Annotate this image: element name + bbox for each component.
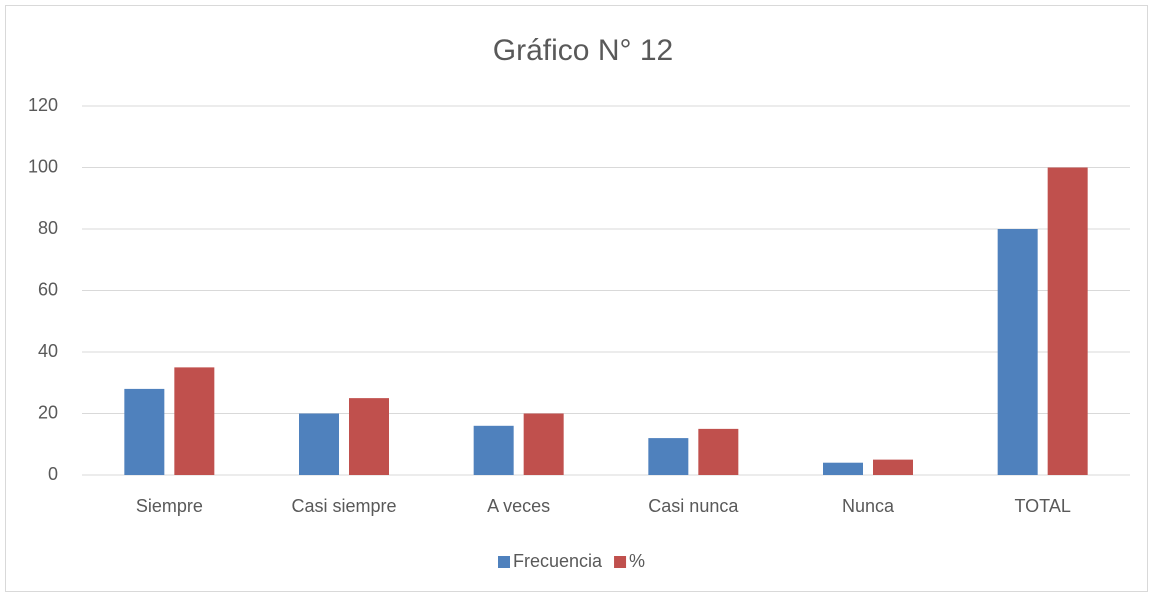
x-tick-label: Nunca: [842, 496, 895, 516]
y-tick-label: 120: [28, 95, 58, 115]
y-tick-label: 0: [48, 464, 58, 484]
bar: [349, 398, 389, 475]
bar: [174, 367, 215, 475]
legend-label: %: [629, 551, 645, 571]
bar: [648, 438, 689, 475]
bar: [1047, 167, 1088, 475]
legend-swatch: [614, 556, 627, 568]
legend-label: Frecuencia: [513, 551, 603, 571]
x-tick-label: Casi nunca: [648, 496, 739, 516]
bar: [997, 229, 1038, 475]
y-tick-label: 60: [38, 279, 58, 299]
y-tick-label: 40: [38, 341, 58, 361]
bar: [873, 459, 913, 475]
y-tick-label: 20: [38, 402, 58, 422]
chart-title: Gráfico N° 12: [493, 34, 673, 67]
bar: [523, 413, 564, 475]
y-tick-label: 100: [28, 156, 58, 176]
bar: [124, 388, 165, 475]
bar: [473, 425, 514, 475]
x-tick-label: Siempre: [136, 496, 203, 516]
legend-swatch: [498, 556, 510, 568]
chart-border: [5, 5, 1148, 592]
bar: [823, 462, 863, 475]
x-tick-label: Casi siempre: [291, 496, 396, 516]
y-tick-label: 80: [38, 218, 58, 238]
x-tick-label: A veces: [487, 496, 550, 516]
bar: [698, 428, 739, 475]
x-tick-label: TOTAL: [1014, 496, 1070, 516]
bar: [299, 413, 339, 475]
